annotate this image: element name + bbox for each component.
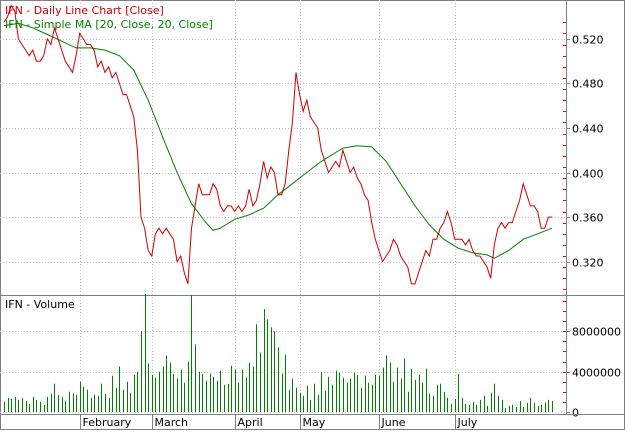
volume-grid xyxy=(0,331,566,413)
price-tick-label: 0.480 xyxy=(572,78,604,91)
volume-bars xyxy=(4,294,553,412)
price-tick-label: 0.360 xyxy=(572,212,604,225)
price-legend: IFN - Daily Line Chart [Close] xyxy=(5,4,164,17)
volume-panel: 8000000 4000000 0 IFN - Volume xyxy=(0,294,621,420)
month-tick-label: July xyxy=(457,416,478,429)
volume-legend: IFN - Volume xyxy=(5,298,75,311)
price-series-line xyxy=(3,4,552,285)
volume-tick-label: 4000000 xyxy=(572,367,621,380)
month-tick-label: March xyxy=(155,416,189,429)
price-tick-label: 0.440 xyxy=(572,123,604,136)
ma-legend: IFN - Simple MA [20, Close, 20, Close] xyxy=(5,18,213,31)
price-y-axis: 0.520 0.480 0.440 0.400 0.360 0.320 xyxy=(566,34,604,270)
month-tick-label: April xyxy=(238,416,263,429)
x-axis: February March April May June July xyxy=(0,414,625,430)
month-tick-label: February xyxy=(83,416,132,429)
month-tick-label: May xyxy=(303,416,326,429)
volume-tick-label: 8000000 xyxy=(572,326,621,339)
price-tick-label: 0.320 xyxy=(572,257,604,270)
month-tick-label: June xyxy=(381,416,406,429)
price-grid xyxy=(0,0,566,430)
price-tick-label: 0.400 xyxy=(572,168,604,181)
volume-y-axis: 8000000 4000000 0 xyxy=(563,301,621,420)
volume-tick-label: 0 xyxy=(572,407,579,420)
x-axis-labels: February March April May June July xyxy=(80,414,478,430)
price-tick-label: 0.520 xyxy=(572,34,604,47)
price-minor-ticks xyxy=(563,22,566,290)
